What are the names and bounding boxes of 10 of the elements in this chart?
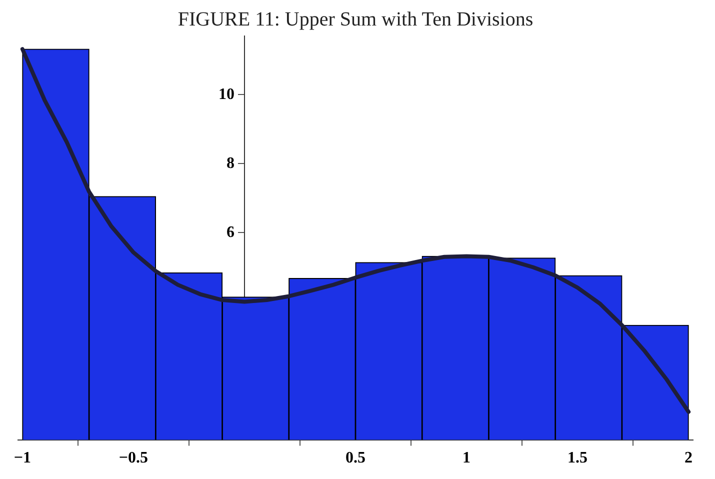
x-tick-label: 2	[684, 450, 693, 467]
y-tick-label: 8	[226, 154, 234, 172]
x-tick-label: 1.5	[568, 450, 588, 467]
x-tick-label: 1	[462, 450, 471, 467]
y-tick-label: 10	[218, 86, 234, 103]
y-tick-label: 6	[226, 224, 234, 241]
chart-title: FIGURE 11: Upper Sum with Ten Divisions	[178, 8, 534, 30]
x-tick-label: −1	[14, 450, 32, 467]
x-tick-label: 0.5	[346, 450, 366, 467]
x-tick-label: −0.5	[118, 450, 148, 467]
